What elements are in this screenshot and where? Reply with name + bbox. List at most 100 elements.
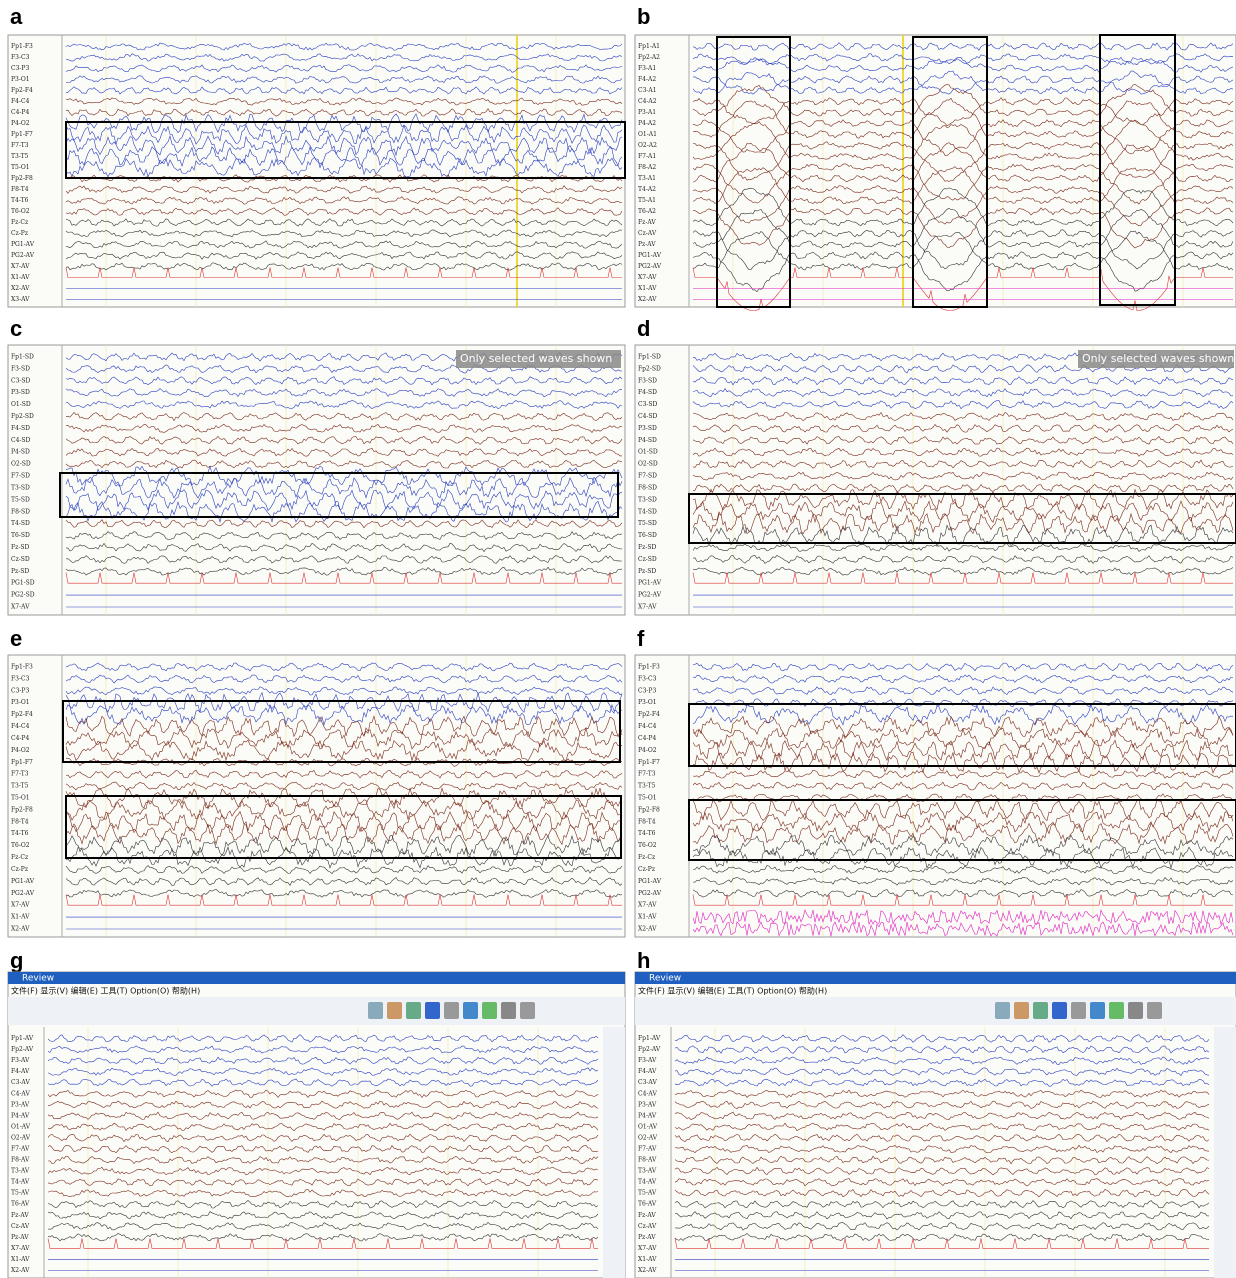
channel-label: F3-AV <box>11 1057 30 1064</box>
channel-label: Pz-AV <box>638 241 656 248</box>
tool-icon <box>463 1002 478 1019</box>
channel-label: Fp2-F8 <box>638 806 660 813</box>
tool-icon <box>1109 1002 1124 1019</box>
channel-label: F4-A2 <box>638 76 656 83</box>
channel-label: O1-SD <box>638 449 658 456</box>
channel-label: F4-C4 <box>11 98 30 105</box>
channel-label: X2-AV <box>11 285 30 292</box>
channel-label: Fp2-F4 <box>11 87 33 94</box>
channel-label: C4-A2 <box>638 98 657 105</box>
channel-label: Fp1-A1 <box>638 43 660 50</box>
channel-label: F7-A1 <box>638 153 656 160</box>
channel-label: X7-AV <box>11 604 30 611</box>
channel-label: PG1-AV <box>638 878 662 885</box>
channel-label: C3-AV <box>638 1079 657 1086</box>
tool-icon <box>482 1002 497 1019</box>
channel-label: Fp1-F3 <box>638 663 660 670</box>
tool-icon <box>520 1002 535 1019</box>
overlay-text: Only selected waves shown <box>460 352 612 365</box>
channel-label: F3-A1 <box>638 65 656 72</box>
channel-label: T5-SD <box>11 496 30 503</box>
window-title: Review <box>22 974 54 984</box>
channel-label: F7-SD <box>638 473 657 480</box>
tool-icon <box>501 1002 516 1019</box>
channel-label: F3-C3 <box>11 675 30 682</box>
channel-label: Fp1-F7 <box>11 759 33 766</box>
channel-label: PG2-AV <box>638 263 662 270</box>
channel-label: P3-O1 <box>638 699 657 706</box>
channel-label: Fz-AV <box>638 1212 656 1219</box>
channel-label: Fz-Cz <box>11 854 28 861</box>
toolbar <box>635 997 1236 1025</box>
channel-label: C4-AV <box>638 1090 657 1097</box>
channel-label: Fp2-AV <box>11 1046 34 1053</box>
channel-label: T4-AV <box>11 1179 30 1186</box>
channel-label: O2-AV <box>11 1134 31 1141</box>
channel-label: Fz-AV <box>11 1212 29 1219</box>
channel-label: X2-AV <box>638 296 657 303</box>
channel-label: X1-AV <box>11 914 30 921</box>
channel-label: F8-SD <box>638 484 657 491</box>
channel-label: PG1-AV <box>11 878 35 885</box>
panel-label: c <box>10 316 22 341</box>
channel-label: F3-C3 <box>11 54 30 61</box>
channel-label: O2-SD <box>638 461 658 468</box>
channel-label: C4-P4 <box>11 735 29 742</box>
channel-label: T6-A2 <box>638 208 656 215</box>
channel-label: Fp2-F8 <box>11 175 33 182</box>
channel-label: T6-AV <box>11 1201 30 1208</box>
channel-label: X1-AV <box>638 914 657 921</box>
side-toolbar <box>603 1027 625 1278</box>
channel-label: Fp1-AV <box>11 1035 34 1042</box>
channel-label: T3-A1 <box>638 175 656 182</box>
channel-label: P3-O1 <box>11 76 30 83</box>
channel-label: T4-T6 <box>638 830 656 837</box>
channel-label: X2-AV <box>638 926 657 933</box>
channel-label: T3-AV <box>638 1168 657 1175</box>
channel-label: Fp2-SD <box>11 413 34 420</box>
tool-icon <box>1071 1002 1086 1019</box>
channel-label: T6-SD <box>638 532 657 539</box>
channel-label: T5-O1 <box>11 164 30 171</box>
channel-label: Fp1-F7 <box>638 759 660 766</box>
channel-label: F7-AV <box>638 1145 657 1152</box>
channel-label: F8-SD <box>11 508 30 515</box>
channel-label: X2-AV <box>11 1267 30 1274</box>
channel-label: Fp2-AV <box>638 1046 661 1053</box>
tool-icon <box>387 1002 402 1019</box>
channel-label: P4-A2 <box>638 120 656 127</box>
channel-label: P4-SD <box>11 449 30 456</box>
channel-label: C3-P3 <box>638 687 656 694</box>
channel-label: T4-AV <box>638 1179 657 1186</box>
tool-icon <box>368 1002 383 1019</box>
channel-label: Cz-SD <box>638 556 657 563</box>
tool-icon <box>995 1002 1010 1019</box>
channel-label: Fz-AV <box>638 219 656 226</box>
channel-label: T6-O2 <box>11 842 30 849</box>
channel-label: Fp1-F3 <box>11 663 33 670</box>
channel-label: P4-AV <box>11 1112 30 1119</box>
channel-label: F4-AV <box>638 1068 657 1075</box>
channel-label: Fp2-F4 <box>638 711 660 718</box>
channel-label: F3-AV <box>638 1057 657 1064</box>
panel-label: b <box>637 4 650 29</box>
channel-label: P4-O2 <box>638 747 657 754</box>
channel-label: Cz-AV <box>638 1223 657 1230</box>
panel-label: f <box>637 626 645 651</box>
channel-label: Pz-SD <box>638 568 656 575</box>
tool-icon <box>1128 1002 1143 1019</box>
channel-label: X2-AV <box>638 1267 657 1274</box>
channel-label: T3-SD <box>638 496 657 503</box>
channel-label: F8-T4 <box>11 818 29 825</box>
channel-label: X7-AV <box>638 274 657 281</box>
channel-label: F7-T3 <box>11 142 29 149</box>
channel-label: F4-SD <box>11 425 30 432</box>
channel-label: Fp2-F4 <box>11 711 33 718</box>
tool-icon <box>406 1002 421 1019</box>
channel-label: X7-AV <box>11 1245 30 1252</box>
channel-label: P4-O2 <box>11 120 30 127</box>
channel-label: Fp1-AV <box>638 1035 661 1042</box>
channel-label: Pz-AV <box>11 1234 29 1241</box>
channel-label: C4-AV <box>11 1090 30 1097</box>
tool-icon <box>1033 1002 1048 1019</box>
